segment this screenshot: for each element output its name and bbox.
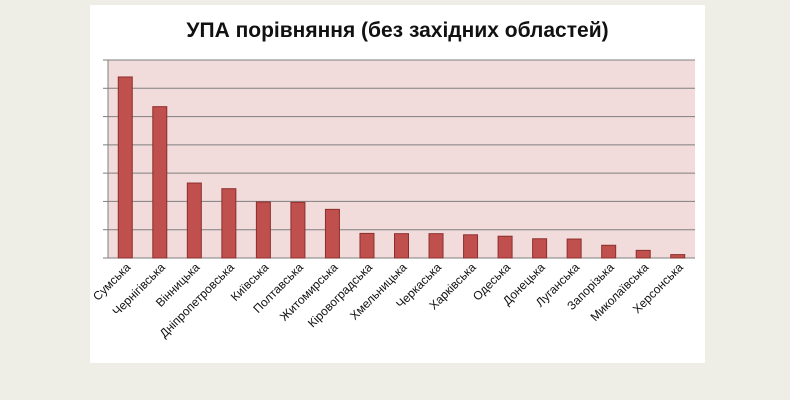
bar (255, 201, 271, 259)
bar (670, 254, 686, 259)
bar-chart: СумськаЧернігівськаВінницькаДніпропетров… (90, 59, 695, 341)
bar (428, 233, 444, 259)
bar (463, 234, 479, 259)
bar (497, 235, 513, 259)
bar (532, 238, 548, 259)
bar (566, 238, 582, 259)
bar (394, 233, 409, 259)
bar (117, 76, 133, 259)
bar (152, 106, 168, 259)
plot-area (108, 60, 695, 258)
bar (221, 188, 237, 259)
bar (635, 249, 651, 259)
bar (186, 182, 202, 259)
bar (359, 232, 375, 259)
chart-panel: УПА порівняння (без західних областей) С… (90, 5, 705, 363)
bar (290, 201, 306, 259)
chart-title: УПА порівняння (без західних областей) (186, 19, 609, 42)
bar (324, 208, 340, 259)
bar (601, 244, 617, 259)
